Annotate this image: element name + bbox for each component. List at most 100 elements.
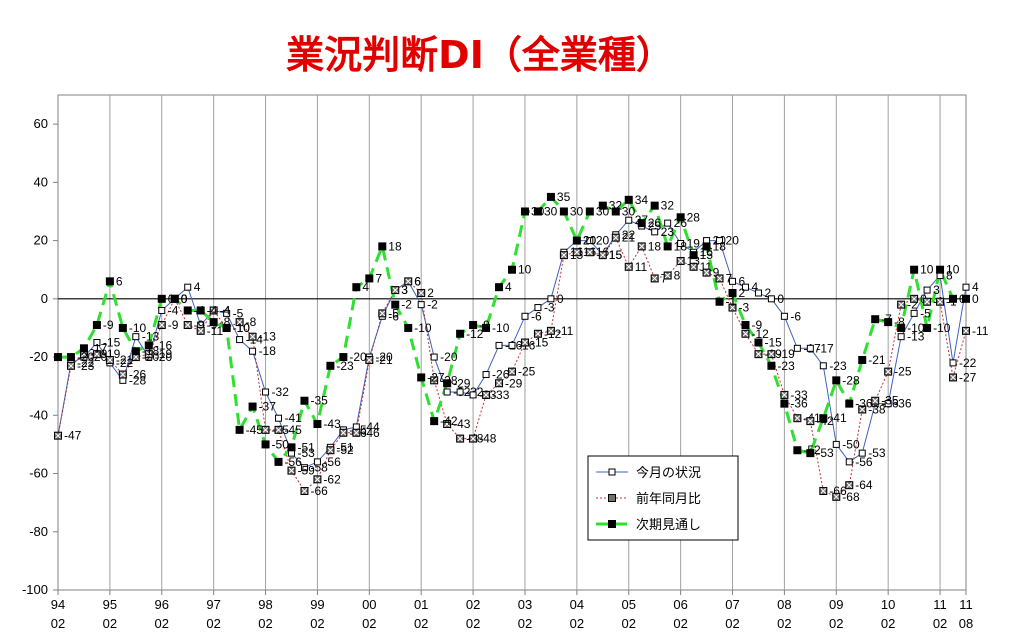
data-label: -41 (829, 411, 847, 425)
legend-label: 次期見通し (636, 517, 701, 533)
x-tick-label-year: 03 (518, 597, 532, 612)
data-label: -2 (401, 298, 412, 312)
point-marker (287, 443, 296, 452)
y-tick-label: -20 (29, 349, 48, 364)
data-label: -2 (427, 298, 438, 312)
point-marker-cross (664, 272, 671, 279)
data-label: -35 (310, 394, 328, 408)
point-marker (54, 353, 62, 362)
point-marker (572, 236, 581, 245)
point-marker (729, 277, 737, 285)
data-label: -1 (726, 295, 737, 309)
point-marker (300, 464, 308, 472)
data-label: 10 (920, 263, 934, 277)
point-marker (664, 219, 672, 227)
point-marker (676, 213, 685, 222)
point-marker-cross (249, 333, 256, 340)
point-marker (598, 201, 607, 210)
point-marker (495, 341, 503, 349)
point-marker-cross (392, 287, 399, 293)
point-marker (534, 304, 542, 312)
point-marker (858, 355, 867, 364)
point-marker (430, 353, 438, 361)
point-marker-cross (327, 447, 334, 454)
point-marker (793, 344, 801, 352)
point-marker (677, 240, 685, 247)
data-label: -25 (894, 365, 912, 379)
data-label: 15 (700, 248, 714, 262)
data-label: -33 (492, 388, 510, 402)
x-tick-label-month: 02 (206, 616, 220, 631)
point-marker (183, 306, 192, 315)
data-label: -37 (259, 400, 277, 414)
data-label: -64 (855, 478, 873, 492)
data-label: 4 (751, 280, 758, 294)
data-label: -15 (531, 336, 549, 350)
point-marker (261, 440, 270, 449)
data-label: 11 (635, 260, 648, 274)
point-marker (79, 344, 88, 353)
point-marker (313, 420, 322, 429)
data-label: -26 (492, 368, 510, 382)
point-marker (184, 283, 192, 291)
data-label: 21 (622, 231, 636, 245)
point-marker-cross (301, 488, 308, 494)
x-tick-label-month: 02 (673, 616, 687, 631)
data-label: -10 (129, 321, 147, 335)
data-label: 30 (622, 204, 636, 218)
point-marker (858, 449, 866, 457)
point-marker-cross (729, 304, 736, 311)
y-tick-label: -40 (29, 407, 48, 422)
point-marker-cross (444, 421, 450, 427)
point-marker-cross (405, 278, 412, 285)
data-label: -4 (207, 303, 218, 317)
point-marker-cross (132, 354, 139, 360)
point-marker-cross (418, 290, 425, 296)
data-label: -43 (323, 417, 341, 431)
point-marker (248, 402, 257, 411)
y-tick-label: 20 (34, 233, 48, 248)
point-marker-cross (898, 301, 904, 308)
point-marker (741, 283, 749, 291)
data-label: -33 (790, 388, 808, 402)
x-tick-label-year: 06 (673, 597, 687, 612)
data-label: 4 (362, 280, 369, 294)
legend-label: 今月の状況 (636, 465, 701, 481)
x-tick-label-year: 04 (570, 597, 584, 612)
point-marker (689, 251, 698, 260)
point-marker (767, 295, 775, 303)
point-marker (949, 294, 958, 303)
point-marker (819, 362, 827, 370)
data-label: -6 (531, 309, 542, 323)
data-label: 10 (518, 263, 532, 277)
data-label: 3 (401, 283, 408, 297)
y-tick-label: -80 (29, 524, 48, 539)
x-tick-label-month: 02 (933, 616, 947, 631)
data-label: -3 (739, 301, 750, 315)
x-tick-label-year: 08 (777, 597, 791, 612)
data-label: -50 (272, 437, 290, 451)
data-label: -11 (972, 324, 989, 338)
data-label: 3 (933, 283, 940, 297)
legend-swatch-marker (608, 468, 616, 476)
data-label: -20 (349, 350, 367, 364)
data-label: 0 (181, 292, 188, 306)
point-marker (158, 306, 166, 314)
point-marker (235, 425, 244, 434)
data-label: 3 (401, 283, 408, 297)
data-label: -20 (440, 350, 458, 364)
point-marker (404, 323, 413, 332)
chart-title: 業況判断DI（全業種） (286, 33, 674, 77)
point-marker (456, 329, 465, 338)
data-label: -36 (790, 397, 808, 411)
data-label: -9 (103, 318, 114, 332)
point-marker-cross (197, 327, 204, 334)
x-tick-label-month: 02 (310, 616, 324, 631)
data-label: -56 (323, 455, 341, 469)
data-label: -45 (246, 423, 264, 437)
point-marker (741, 321, 750, 330)
point-marker-cross (820, 488, 827, 494)
data-label: 7 (726, 271, 733, 285)
data-label: -13 (142, 330, 160, 344)
data-label: -36 (894, 397, 912, 411)
